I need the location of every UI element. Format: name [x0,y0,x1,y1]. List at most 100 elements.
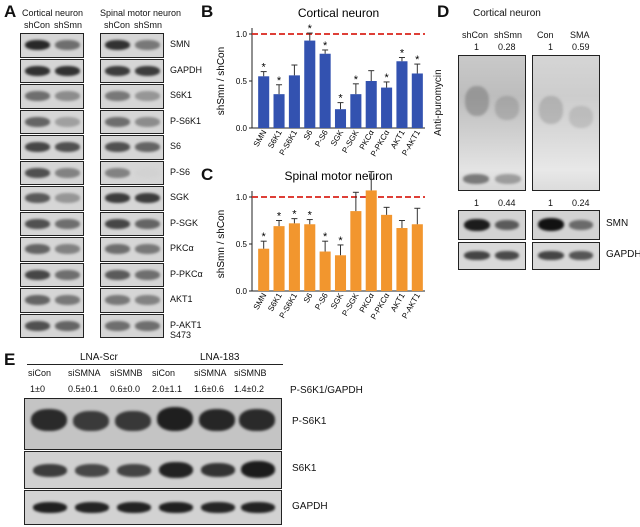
chart-B-significance-star: * [354,74,359,86]
panel-a-row-label: P-AKT1 [170,319,202,330]
panel-e-quant-value: 0.6±0.0 [110,384,140,394]
chart-B-bar [350,94,362,128]
panel-e-row-label-ps6k1: P-S6K1 [292,416,327,427]
chart-C-title: Spinal motor neuron [284,169,392,183]
panel-a-blot-row-9-group-2 [100,262,164,287]
panel-e-gapdh-blot [24,490,282,525]
chart-B-significance-star: * [384,72,389,84]
panel-a-blot-row-8-group-2 [100,237,164,262]
chart-B-ylabel: shSmn / shCon [216,47,227,115]
chart-B-significance-star: * [415,54,420,66]
chart-B-bar [273,94,285,128]
panel-a-row-label: S6 [170,141,182,151]
panel-e-quant-label: P-S6K1/GAPDH [290,385,363,396]
chart-B-bar [258,76,270,128]
panel-a-lane-shcon-2: shCon [104,20,131,30]
panel-d-top-value-2: 0.28 [498,42,516,52]
panel-a-blot-row-1-group-1 [20,58,84,83]
panel-a-blot-row-0-group-2 [100,33,164,58]
panel-a-blot-row-10-group-2 [100,288,164,313]
chart-B-significance-star: * [338,93,343,105]
chart-B-ytick-label: 1.0 [236,30,248,39]
chart-C-bar [319,251,331,291]
panel-a-blot-row-11-group-1 [20,313,84,338]
panel-d-bottom-value-2: 0.44 [498,198,516,208]
chart-C-bar [350,211,362,291]
panel-e-lane-label: siSMNB [110,368,143,378]
panel-e-group-lna-183: LNA-183 [200,352,240,363]
chart-B-bar [334,109,347,128]
panel-a-blot-row-3-group-2 [100,109,164,134]
panel-d-row-label-gapdh: GAPDH [606,249,640,260]
panel-d-top-value-4: 0.59 [572,42,590,52]
panel-d-gapdh-blot-left [458,242,526,270]
panel-a-row-label: PKCα [170,243,194,253]
panel-e-quant-value: 0.5±0.1 [68,384,98,394]
panel-a-blot-row-7-group-2 [100,211,164,236]
panel-a-row-label: P-S6 [170,166,191,177]
panel-a-lane-shsmn-1: shSmn [54,20,83,30]
chart-C-significance-star: * [323,231,328,243]
panel-e-s6k1-blot [24,451,282,489]
chart-B-bar [319,53,331,128]
panel-d-bottom-value-4: 0.24 [572,198,590,208]
chart-B-bar [396,61,408,129]
panel-a-blot-row-7-group-1 [20,211,84,236]
chart-B-bar [304,40,316,128]
chart-C-significance-star: * [262,231,267,243]
panel-d-smn-blot-left [458,210,526,240]
panel-e-lane-label: siSMNA [68,368,101,378]
panel-e-quant-value: 1.4±0.2 [234,384,264,394]
panel-a-row-label: P-S6K1 [170,115,202,126]
chart-C-significance-star: * [308,210,313,222]
panel-a-blot-row-6-group-2 [100,186,164,211]
panel-e-letter: E [4,350,16,369]
panel-b-letter: B [201,2,214,21]
chart-B-significance-star: * [308,23,313,35]
chart-C-category-label: S6 [302,291,315,304]
chart-C-significance-star: * [292,209,297,221]
panel-a-row-label: P-SGK [170,217,199,228]
chart-B-significance-star: * [400,48,405,60]
panel-d-top-value-1: 1 [474,42,480,52]
chart-B-bar [365,81,377,128]
panel-a-row-label: P-PKCα [170,268,203,279]
chart-B-bar [381,87,393,128]
panel-a-group2-title: Spinal motor neuron [100,8,182,18]
chart-B-significance-star: * [262,62,267,74]
panel-a-blot-row-5-group-1 [20,160,84,185]
chart-B-category-label: S6 [302,128,315,141]
panel-e-ps6k1-blot [24,398,282,450]
chart-C-bar [258,248,270,291]
chart-C-significance-star: * [338,235,343,247]
panel-d-lane-shsmn: shSmn [494,30,523,40]
chart-B-bar [288,75,300,128]
panel-a-row-label: AKT1 [170,294,193,304]
panel-a-blot-row-1-group-2 [100,58,164,83]
panel-a-blot-row-6-group-1 [20,186,84,211]
chart-C-significance-star: * [277,211,282,223]
chart-B-title: Cortical neuron [298,6,379,20]
chart-C-ylabel: shSmn / shCon [216,210,227,278]
chart-B-category-label: P-S6 [313,128,330,148]
panel-d-bottom-value-1: 1 [474,198,480,208]
chart-C-ytick-label: 0.0 [236,287,248,296]
panel-a-row-label: SGK [170,192,190,202]
chart-C-bar [411,224,423,291]
panel-a-blot-row-3-group-1 [20,109,84,134]
panel-a-blot-row-11-group-2 [100,313,164,338]
chart-B-significance-star: * [323,40,328,52]
panel-a-blot-row-2-group-2 [100,84,164,109]
panel-e-row-label-gapdh: GAPDH [292,501,328,512]
panel-e-group-lna-scr: LNA-Scr [80,352,118,363]
panel-e-quant-value: 1±0 [30,384,45,394]
panel-e-lane-label: siCon [28,368,52,378]
panel-d-lane-shcon: shCon [462,30,489,40]
panel-e-lane-label: siSMNB [234,368,267,378]
panel-a-letter: A [4,2,17,21]
panel-d-row-label-smn: SMN [606,218,629,229]
chart-C-bar [334,255,347,291]
chart-C-bar [396,228,408,291]
panel-d-title: Cortical neuron [473,8,541,19]
panel-a-blot-row-9-group-1 [20,262,84,287]
